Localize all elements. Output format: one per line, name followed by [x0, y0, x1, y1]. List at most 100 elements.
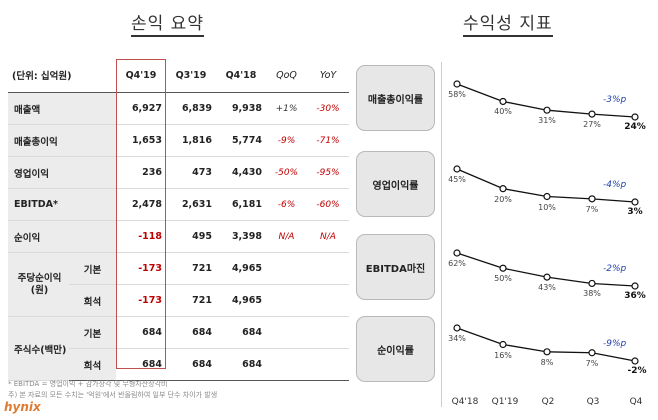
cell-q4-18: 6,181 [216, 188, 266, 221]
income-summary-table: (단위: 십억원) Q4'19 Q3'19 Q4'18 QoQ YoY 매출액 … [8, 58, 349, 381]
data-point [588, 110, 596, 118]
cell-qoq: -50% [266, 156, 307, 189]
data-point [499, 340, 507, 349]
data-label: 7% [585, 358, 599, 368]
income-summary-title: 손익 요약 [131, 14, 204, 37]
cell-yoy: -95% [307, 156, 349, 189]
mini-chart-ebitda-margin: 62% 50% 43% 38% 36% -2%p [443, 241, 653, 311]
col-yoy: YoY [307, 58, 349, 93]
cell-q4-18: 5,774 [216, 124, 266, 157]
table-row-eps-basic: 주당순이익 (원) 기본 -173 721 4,965 [8, 252, 349, 317]
data-point [543, 106, 551, 114]
data-label: 50% [494, 274, 512, 284]
eps-basic-label: 기본 [69, 252, 116, 285]
data-point [543, 348, 551, 356]
ebitda-footnote: * EBITDA = 영업이익 + 감가상각 및 무형자산상각비 [8, 380, 168, 388]
cell-q4-19: 1,653 [116, 124, 166, 157]
x-label-q4-18: Q4'18 [451, 397, 479, 407]
cell-q4-19: 2,478 [116, 188, 166, 221]
row-label: 매출액 [8, 92, 116, 125]
col-q4-19: Q4'19 [116, 58, 166, 93]
data-label: 8% [540, 357, 554, 367]
eps-diluted-label: 희석 [69, 284, 116, 317]
row-label: 영업이익 [8, 156, 116, 189]
data-label: 43% [538, 283, 556, 293]
shares-basic-q4-19: 684 [116, 316, 166, 349]
x-label-q3: Q3 [586, 397, 600, 407]
data-label: 3% [627, 207, 643, 217]
data-label: 34% [448, 334, 466, 343]
data-label: 24% [624, 122, 646, 132]
eps-label: 주당순이익 (원) [8, 252, 69, 317]
eps-basic-q3-19: 721 [166, 252, 216, 285]
metric-label-ebitda-margin: EBITDA마진 [356, 234, 435, 300]
yoy-change-label: -9%p [603, 339, 627, 349]
eps-diluted-q4-18: 4,965 [216, 284, 266, 317]
data-label: 20% [494, 194, 512, 204]
cell-yoy: -71% [307, 124, 349, 157]
table-row-shares-diluted: 희석 684 684 684 [8, 348, 349, 381]
shares-basic-q3-19: 684 [166, 316, 216, 349]
data-point [453, 165, 461, 173]
cell-qoq: N/A [266, 220, 307, 253]
table-row: 순이익 -118 495 3,398 N/A N/A [8, 220, 349, 253]
eps-diluted-q4-19: -173 [116, 284, 166, 317]
cell-qoq: -6% [266, 188, 307, 221]
data-label: 7% [585, 204, 599, 214]
col-q3-19: Q3'19 [166, 58, 216, 93]
data-point [499, 185, 507, 193]
cell-yoy: -30% [307, 92, 349, 125]
data-point [543, 273, 551, 281]
cell-q4-19: 236 [116, 156, 166, 189]
yoy-change-label: -3%p [603, 95, 627, 105]
yoy-change-label: -4%p [603, 180, 627, 190]
cell-q4-18: 4,430 [216, 156, 266, 189]
cell-yoy: N/A [307, 220, 349, 253]
mini-line-chart [453, 165, 639, 206]
col-qoq: QoQ [266, 58, 307, 93]
mini-chart-operating-margin: 45% 20% 10% 7% 3% -4%p [443, 157, 653, 227]
cell-q4-18: 9,938 [216, 92, 266, 125]
metric-label-gross-margin: 매출총이익률 [356, 65, 435, 131]
mini-chart-gross-margin: 58% 40% 31% 27% 24% -3%p [443, 72, 653, 142]
eps-basic-q4-19: -173 [116, 252, 166, 285]
x-label-q4: Q4 [629, 397, 643, 407]
data-point [631, 357, 639, 365]
mini-line-chart [453, 324, 639, 365]
cell-q3-19: 473 [166, 156, 216, 189]
table-row-shares-basic: 주식수(백만) 기본 684 684 684 [8, 316, 349, 381]
data-label: -2% [627, 366, 647, 376]
metric-label-operating-margin: 영업이익률 [356, 151, 435, 217]
data-point [631, 282, 639, 290]
data-point [543, 192, 551, 201]
hynix-logo: hynix [4, 400, 41, 414]
metrics-axis-line [441, 62, 442, 407]
x-label-q2: Q2 [541, 397, 555, 407]
cell-qoq: -9% [266, 124, 307, 157]
data-point [453, 80, 461, 88]
data-point [631, 113, 639, 121]
row-label: 매출총이익 [8, 124, 116, 157]
cell-q4-19: -118 [116, 220, 166, 253]
table-row: 매출액 6,927 6,839 9,938 +1% -30% [8, 92, 349, 125]
cell-q4-18: 3,398 [216, 220, 266, 253]
col-q4-18: Q4'18 [216, 58, 266, 93]
x-label-q1-19: Q1'19 [491, 397, 519, 407]
cell-qoq: +1% [266, 92, 307, 125]
cell-q3-19: 1,816 [166, 124, 216, 157]
row-label: EBITDA* [8, 188, 116, 221]
cell-q3-19: 2,631 [166, 188, 216, 221]
data-point [453, 249, 461, 257]
metric-label-net-margin: 순이익률 [356, 316, 435, 382]
shares-basic-label: 기본 [69, 316, 116, 349]
profitability-title: 수익성 지표 [463, 14, 553, 37]
data-point [453, 324, 461, 332]
data-label: 40% [494, 107, 512, 117]
cell-yoy: -60% [307, 188, 349, 221]
data-label: 10% [538, 202, 556, 212]
data-label: 58% [448, 90, 466, 99]
eps-basic-q4-18: 4,965 [216, 252, 266, 285]
data-label: 45% [448, 175, 466, 184]
cell-q3-19: 495 [166, 220, 216, 253]
shares-diluted-q4-19: 684 [116, 348, 166, 381]
